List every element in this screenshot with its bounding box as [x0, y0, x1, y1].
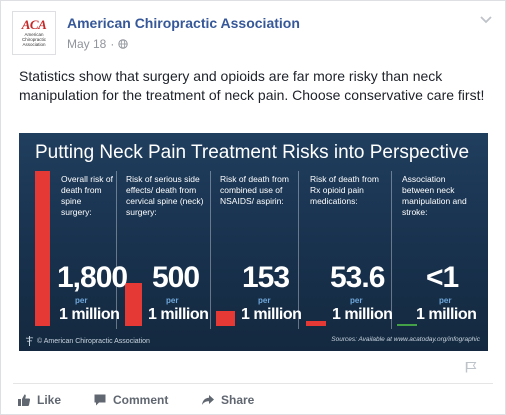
infographic-title: Putting Neck Pain Treatment Risks into P… [35, 142, 470, 163]
flag-icon[interactable] [465, 361, 477, 373]
column-divider [116, 171, 117, 329]
post-actions: Like Comment Share [17, 391, 281, 409]
infographic-copyright: © American Chiropractic Association [25, 335, 150, 347]
risk-unit: 1 million [148, 306, 209, 323]
chevron-down-icon[interactable] [479, 13, 493, 27]
meta-separator: · [110, 37, 115, 51]
risk-column-neck-surgery: Risk of serious side effects/ death from… [126, 171, 209, 331]
risk-description: Association between neck manipulation an… [402, 174, 467, 217]
risk-per: per [350, 296, 363, 305]
page-name-link[interactable]: American Chiropractic Association [67, 15, 300, 31]
comment-button[interactable]: Comment [93, 391, 201, 409]
risk-description: Risk of death from Rx opioid pain medica… [310, 174, 379, 206]
risk-per: per [75, 296, 88, 305]
post-text: Statistics show that surgery and opioids… [19, 68, 485, 103]
risk-value: <1 [426, 261, 459, 294]
caduceus-icon [25, 336, 34, 346]
comment-label: Comment [113, 393, 169, 407]
risk-description: Risk of death from combined use of NSAID… [220, 174, 289, 206]
comment-icon [94, 394, 106, 406]
copyright-text: © American Chiropractic Association [37, 337, 150, 345]
risk-value: 53.6 [330, 261, 385, 294]
globe-icon[interactable] [118, 39, 129, 49]
risk-column-opioids: Risk of death from Rx opioid pain medica… [310, 171, 393, 331]
share-arrow-icon [202, 395, 214, 405]
risk-value: 153 [242, 261, 290, 294]
thumbs-up-icon [18, 394, 31, 406]
risk-column-manipulation: Association between neck manipulation an… [402, 171, 484, 331]
column-divider [210, 171, 211, 329]
risk-value: 1,800 [57, 261, 128, 294]
aca-logo-subtitle: American Chiropractic Association [21, 32, 46, 47]
share-button[interactable]: Share [201, 391, 281, 409]
risk-description: Risk of serious side effects/ death from… [126, 174, 204, 217]
risk-bar-nsaids [216, 311, 235, 326]
risk-per: per [258, 296, 271, 305]
risk-unit: 1 million [332, 306, 393, 323]
column-divider [391, 171, 392, 329]
like-label: Like [37, 393, 62, 407]
page-avatar[interactable]: ACA American Chiropractic Association [12, 11, 56, 55]
risk-unit: 1 million [59, 306, 120, 323]
risk-bar-opioids [306, 321, 326, 326]
actions-divider [13, 383, 493, 384]
risk-bar-spine-surgery [35, 171, 50, 326]
risk-per: per [439, 296, 452, 305]
aca-logo: ACA [21, 17, 47, 32]
risk-description: Overall risk of death from spine surgery… [61, 174, 113, 217]
like-button[interactable]: Like [17, 391, 93, 409]
risk-column-nsaids: Risk of death from combined use of NSAID… [220, 171, 302, 331]
risk-bar-manipulation [397, 324, 417, 326]
infographic-image[interactable]: Putting Neck Pain Treatment Risks into P… [19, 133, 488, 351]
infographic-sources: Sources: Available at www.acatoday.org/i… [331, 336, 480, 343]
risk-value: 500 [152, 261, 200, 294]
risk-column-spine-surgery: Overall risk of death from spine surgery… [57, 171, 128, 331]
risk-bar-neck-surgery [125, 283, 142, 326]
share-label: Share [221, 393, 255, 407]
risk-per: per [166, 296, 179, 305]
column-divider [298, 171, 299, 329]
post-date[interactable]: May 18 [67, 37, 107, 51]
post-meta: May 18 · [67, 37, 129, 51]
risk-unit: 1 million [416, 306, 477, 323]
risk-unit: 1 million [241, 306, 302, 323]
